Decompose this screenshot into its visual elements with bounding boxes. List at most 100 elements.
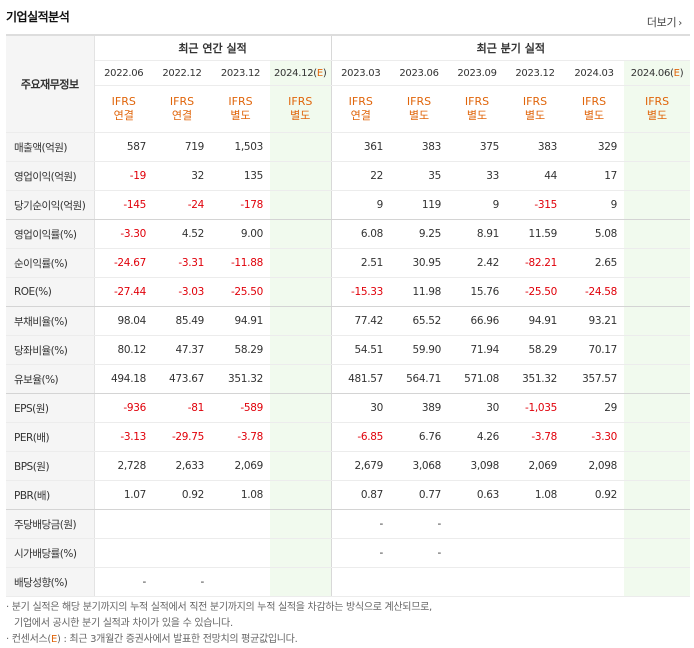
- table-cell: 77.42: [330, 306, 391, 336]
- table-cell: -15.33: [330, 277, 391, 307]
- table-cell: -82.21: [506, 248, 565, 278]
- table-cell: 2.42: [448, 248, 507, 278]
- table-cell: [390, 567, 449, 597]
- table-cell: 2,679: [330, 451, 391, 481]
- table-cell: [270, 277, 332, 307]
- row-label: 순이익률(%): [6, 248, 95, 278]
- table-cell: [270, 219, 332, 249]
- table-row: 매출액(억원) 587 719 1,503 361 383 375 383 329: [6, 132, 691, 162]
- table-cell: 22: [330, 161, 391, 191]
- table-cell: 15.76: [448, 277, 507, 307]
- table-cell: 564.71: [390, 364, 449, 394]
- standard-header: IFRS 연결: [330, 85, 391, 133]
- table-cell: 94.91: [211, 306, 270, 336]
- table-cell: -1,035: [506, 393, 565, 423]
- table-cell: [448, 509, 507, 539]
- table-cell: [624, 567, 691, 597]
- table-cell: 65.52: [390, 306, 449, 336]
- table-cell: 30.95: [390, 248, 449, 278]
- table-cell: [270, 422, 332, 452]
- table-cell: [624, 393, 691, 423]
- period-header: 2023.12: [211, 60, 270, 86]
- table-cell: 2,728: [94, 451, 153, 481]
- table-cell: 383: [390, 132, 449, 162]
- table-row: 순이익률(%) -24.67 -3.31 -11.88 2.51 30.95 2.42 -82…: [6, 248, 691, 278]
- table-cell: [270, 567, 332, 597]
- table-cell: [448, 567, 507, 597]
- period-header-row: 2022.06 2022.12 2023.12 2024.12(E) 2023.03 20…: [6, 60, 691, 86]
- table-cell: 2,069: [506, 451, 565, 481]
- group-header-row: 주요재무정보 최근 연간 실적 최근 분기 실적: [6, 34, 691, 133]
- period-header: 2023.06: [390, 60, 449, 86]
- table-cell: 389: [390, 393, 449, 423]
- table-cell: -29.75: [153, 422, 211, 452]
- table-cell: [624, 277, 691, 307]
- period-header: 2024.12(E): [270, 60, 332, 86]
- table-cell: 361: [330, 132, 391, 162]
- row-label: 유보율(%): [6, 364, 95, 394]
- table-cell: 17: [564, 161, 625, 191]
- table-cell: [624, 538, 691, 568]
- table-cell: 1,503: [211, 132, 270, 162]
- footnote-2: · 컨센서스(E) : 최근 3개월간 증권사에서 발표한 전망치의 평균값입니…: [6, 634, 298, 645]
- table-cell: 33: [448, 161, 507, 191]
- table-cell: 351.32: [506, 364, 565, 394]
- table-row: 영업이익(억원) -19 32 135 22 35 33 44 17: [6, 161, 691, 191]
- period-header: 2022.06: [94, 60, 153, 86]
- table-cell: [270, 451, 332, 481]
- table-cell: 9.00: [211, 219, 270, 249]
- table-cell: [624, 248, 691, 278]
- table-cell: -315: [506, 190, 565, 220]
- table-row: 당좌비율(%) 80.12 47.37 58.29 54.51 59.90 71.94 58.…: [6, 335, 691, 365]
- table-cell: -: [94, 567, 153, 597]
- table-cell: 1.08: [506, 480, 565, 510]
- standard-header-row: IFRS 연결 IFRS 연결 IFRS 별도 IFRS 별도 IFRS 연결 IFRS 별도 IFRS…: [6, 85, 691, 133]
- table-cell: 719: [153, 132, 211, 162]
- table-cell: 1.07: [94, 480, 153, 510]
- table-cell: 0.87: [330, 480, 391, 510]
- table-cell: [270, 538, 332, 568]
- more-link-label: 더보기: [646, 16, 677, 29]
- table-cell: 58.29: [506, 335, 565, 365]
- table-cell: [624, 190, 691, 220]
- table-cell: 375: [448, 132, 507, 162]
- table-cell: 571.08: [448, 364, 507, 394]
- table-cell: [270, 364, 332, 394]
- table-row: 영업이익률(%) -3.30 4.52 9.00 6.08 9.25 8.91 11.59 5.…: [6, 219, 691, 249]
- table-cell: 58.29: [211, 335, 270, 365]
- table-cell: 587: [94, 132, 153, 162]
- row-label: 영업이익률(%): [6, 219, 95, 249]
- standard-header: IFRS 연결: [94, 85, 153, 133]
- table-cell: [564, 567, 625, 597]
- table-row: PBR(배) 1.07 0.92 1.08 0.87 0.77 0.63 1.08 0.92: [6, 480, 691, 510]
- table-cell: -19: [94, 161, 153, 191]
- table-cell: 71.94: [448, 335, 507, 365]
- footnote-2-e: E: [50, 634, 57, 645]
- table-cell: -: [330, 509, 391, 539]
- more-link[interactable]: 더보기 ›: [647, 14, 682, 30]
- table-cell: 494.18: [94, 364, 153, 394]
- table-cell: [270, 480, 332, 510]
- table-cell: -936: [94, 393, 153, 423]
- table-cell: 29: [564, 393, 625, 423]
- footnote-1: · 분기 실적은 해당 분기까지의 누적 실적에서 직전 분기까지의 누적 실적…: [6, 602, 432, 613]
- table-cell: 119: [390, 190, 449, 220]
- table-cell: [94, 538, 153, 568]
- table-row: 주당배당금(원) - -: [6, 509, 691, 539]
- row-label: 부채비율(%): [6, 306, 95, 336]
- table-cell: 481.57: [330, 364, 391, 394]
- section-title: 기업실적분석: [6, 10, 70, 24]
- row-label: 주당배당금(원): [6, 509, 95, 539]
- table-cell: -3.31: [153, 248, 211, 278]
- table-cell: 66.96: [448, 306, 507, 336]
- period-header: 2023.03: [330, 60, 391, 86]
- row-label: PER(배): [6, 422, 95, 452]
- table-cell: 44: [506, 161, 565, 191]
- table-cell: 473.67: [153, 364, 211, 394]
- table-cell: [624, 451, 691, 481]
- table-cell: -: [390, 538, 449, 568]
- table-cell: 59.90: [390, 335, 449, 365]
- table-cell: [624, 480, 691, 510]
- table-cell: [624, 161, 691, 191]
- table-cell: 2.51: [330, 248, 391, 278]
